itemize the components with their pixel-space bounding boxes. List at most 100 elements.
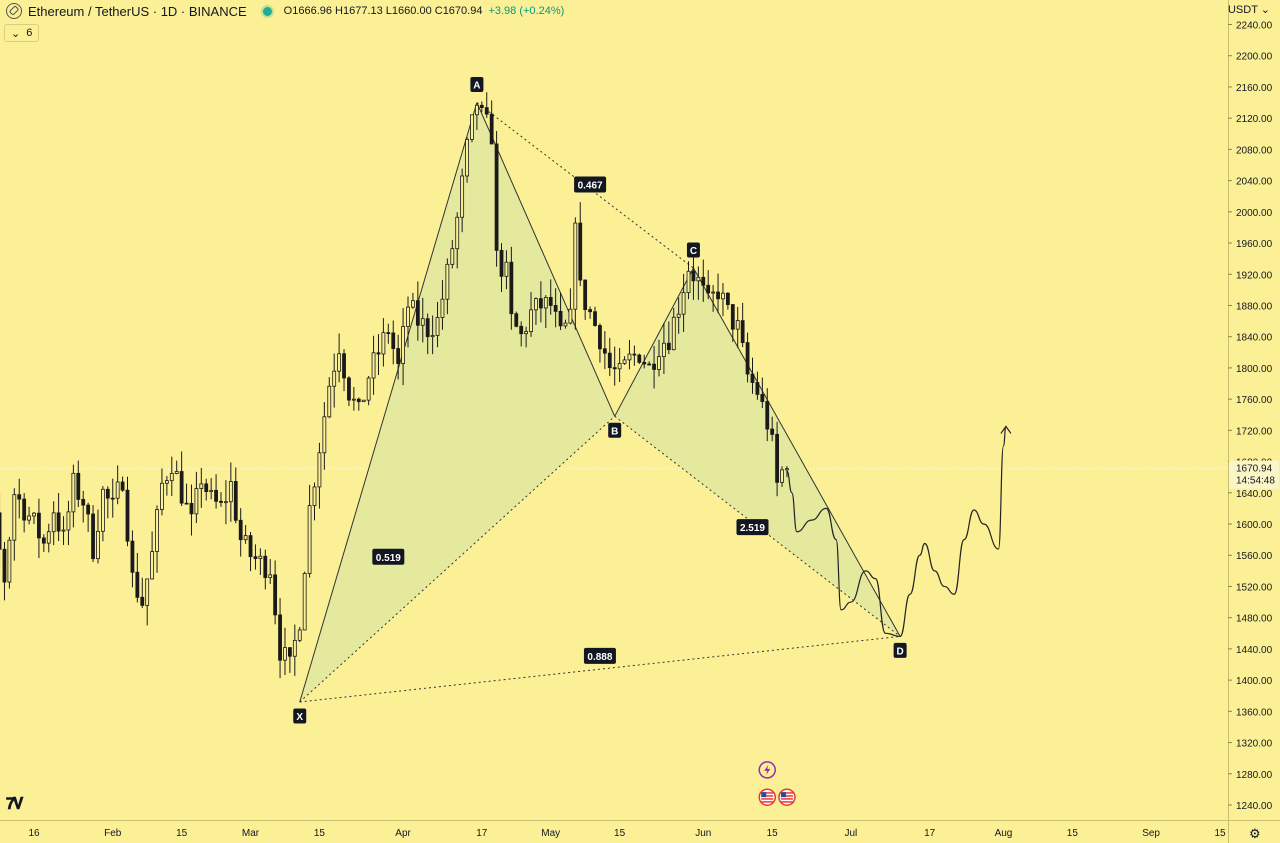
time-tick-label: Jul — [845, 828, 858, 839]
candle-body — [666, 342, 671, 351]
time-tick-label: Sep — [1142, 828, 1160, 839]
time-tick-label: 15 — [314, 828, 326, 839]
candle-body — [524, 331, 529, 335]
ratio-value: 2.519 — [740, 523, 765, 534]
leg-ab — [476, 102, 616, 417]
candle-body — [51, 512, 56, 533]
candle-body — [76, 472, 81, 500]
candle-body — [509, 261, 514, 315]
point-label: D — [897, 646, 904, 657]
pattern-point-x[interactable]: X — [293, 708, 307, 724]
candle-body — [204, 483, 209, 492]
candle-body — [347, 377, 351, 401]
candle-body — [716, 291, 720, 300]
candle-body — [66, 511, 71, 531]
us-flag-icon[interactable] — [758, 788, 777, 806]
candle-body — [563, 322, 568, 327]
events-layer[interactable] — [758, 761, 796, 806]
candle-body — [588, 309, 592, 313]
time-tick-label: May — [541, 828, 560, 839]
price-tick-label: 2000.00 — [1236, 208, 1273, 219]
candle-body — [312, 486, 317, 507]
point-badge — [686, 242, 700, 258]
ratio-value: 0.519 — [376, 553, 401, 564]
candle-body — [125, 489, 130, 542]
time-tick-label: Feb — [104, 828, 122, 839]
pattern-labels: X A B C D 0.519 0.467 2.519 0.888 — [293, 77, 907, 724]
pattern-point-b[interactable]: B — [608, 422, 622, 438]
chevron-down-icon: ⌄ — [1260, 4, 1270, 16]
flag-stripe — [761, 795, 774, 797]
pattern-point-c[interactable]: C — [686, 242, 700, 258]
tradingview-logo-icon[interactable]: 𝟕𝐕 — [6, 796, 23, 813]
candle-body — [283, 647, 287, 661]
lightning-icon[interactable] — [758, 761, 777, 779]
chart-header: Ethereum / TetherUS · 1D · BINANCE O1666… — [6, 3, 564, 19]
us-flag-icon[interactable] — [778, 788, 796, 806]
candle-body — [27, 515, 31, 521]
candle-body — [460, 175, 465, 218]
candle-body — [780, 469, 784, 483]
candle-body — [514, 313, 519, 327]
currency-selector[interactable]: USDT ⌄ — [1228, 3, 1270, 16]
flag-canton — [780, 792, 786, 798]
time-tick-label: 17 — [476, 828, 488, 839]
candle-body — [725, 292, 730, 305]
candle-body — [86, 504, 91, 515]
candle-body — [356, 398, 361, 403]
candle-body — [238, 519, 243, 541]
gear-icon[interactable]: ⚙ — [1249, 826, 1261, 841]
time-tick-label: 15 — [176, 828, 188, 839]
time-tick-label: 15 — [1214, 828, 1226, 839]
candle-body — [652, 363, 656, 370]
pattern-point-d[interactable]: D — [893, 642, 907, 658]
candle-body — [361, 399, 366, 403]
candle-body — [194, 488, 199, 515]
chevron-down-icon: ⌄ — [11, 27, 21, 40]
candle-body — [120, 481, 125, 491]
countdown-label: 14:54:48 — [1236, 476, 1275, 487]
price-tick-label: 1360.00 — [1236, 707, 1273, 718]
flag-stripe — [780, 798, 793, 800]
candle-body — [386, 332, 391, 335]
price-tick-label: 1560.00 — [1236, 551, 1273, 562]
candle-body — [160, 482, 164, 510]
candle-body — [548, 296, 553, 306]
candle-body — [243, 535, 248, 541]
time-tick-label: 15 — [614, 828, 626, 839]
ratio-value: 0.467 — [578, 181, 603, 192]
ratio-badge-bg — [583, 647, 616, 664]
candle-body — [529, 309, 533, 333]
candle-body — [538, 298, 543, 309]
flag-stripe — [761, 792, 774, 794]
candle-body — [317, 452, 322, 488]
candle-body — [145, 578, 150, 606]
candle-body — [219, 500, 223, 503]
candle-body — [199, 483, 204, 489]
point-badge — [293, 708, 307, 724]
candle-body — [169, 473, 174, 482]
candle-body — [155, 509, 159, 553]
candle-body — [248, 535, 253, 558]
candle-body — [342, 353, 346, 379]
candle-body — [228, 481, 233, 503]
indicator-toggle[interactable]: ⌄ 6 — [4, 24, 40, 42]
symbol-title[interactable]: Ethereum / TetherUS · 1D · BINANCE — [28, 3, 247, 19]
projection-arrow-icon — [1000, 425, 1012, 434]
candle-body — [450, 248, 455, 265]
time-tick-label: Jun — [695, 828, 711, 839]
candle-body — [578, 222, 583, 281]
ratio-line-xb — [299, 415, 616, 703]
pattern-point-a[interactable]: A — [470, 77, 484, 93]
candle-body — [568, 308, 573, 324]
candle-body — [263, 555, 268, 578]
ohlc-readout: O1666.96 H1677.13 L1660.00 C1670.94 — [283, 5, 483, 17]
candle-body — [465, 138, 469, 177]
candle-body — [583, 279, 588, 310]
candle-body — [371, 352, 376, 379]
candle-body — [61, 529, 66, 532]
candle-body — [440, 298, 445, 318]
candle-body — [110, 497, 115, 500]
candle-body — [475, 104, 479, 116]
